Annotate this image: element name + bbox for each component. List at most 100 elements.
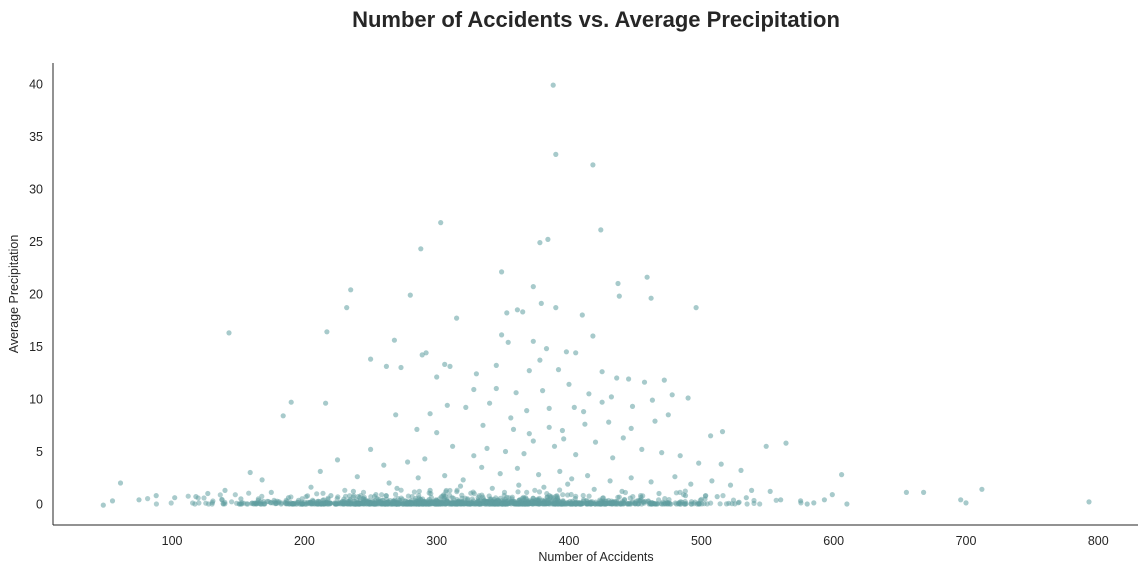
- y-tick-label: 35: [29, 130, 43, 144]
- scatter-point: [260, 498, 267, 505]
- scatter-point: [839, 472, 845, 478]
- scatter-point: [677, 453, 683, 459]
- scatter-point: [520, 309, 526, 315]
- scatter-point: [573, 501, 579, 507]
- scatter-point: [259, 477, 265, 483]
- scatter-point: [358, 493, 364, 499]
- scatter-point: [220, 500, 226, 507]
- scatter-point: [473, 371, 479, 377]
- scatter-point: [515, 489, 521, 495]
- scatter-point: [530, 438, 536, 444]
- scatter-point: [718, 461, 724, 467]
- scatter-point: [566, 381, 572, 387]
- scatter-point: [798, 500, 804, 506]
- scatter-point: [251, 501, 257, 507]
- scatter-point: [662, 496, 668, 502]
- scatter-point: [386, 480, 392, 486]
- scatter-point: [804, 501, 810, 507]
- scatter-point: [278, 501, 284, 507]
- scatter-point: [697, 497, 703, 503]
- scatter-point: [592, 439, 599, 445]
- scatter-point: [673, 490, 680, 496]
- scatter-point: [508, 415, 514, 421]
- scatter-point: [773, 497, 779, 503]
- scatter-point: [641, 379, 648, 385]
- points-layer: [100, 82, 1092, 508]
- scatter-point: [682, 488, 688, 494]
- scatter-point: [393, 412, 399, 418]
- scatter-point: [565, 492, 571, 498]
- scatter-point: [359, 500, 365, 506]
- scatter-point: [649, 397, 656, 403]
- scatter-point: [502, 448, 509, 455]
- x-tick-label: 500: [691, 534, 712, 548]
- scatter-point: [454, 487, 460, 493]
- scatter-point: [421, 499, 427, 505]
- scatter-point: [557, 468, 563, 474]
- scatter-point: [550, 82, 556, 88]
- scatter-point: [538, 300, 544, 306]
- scatter-point: [463, 404, 469, 410]
- scatter-point: [555, 367, 562, 373]
- scatter-point: [136, 497, 142, 503]
- scatter-point: [717, 501, 723, 507]
- scatter-point: [652, 501, 658, 507]
- scatter-point: [288, 399, 294, 405]
- scatter-point: [561, 436, 567, 442]
- scatter-point: [459, 500, 465, 506]
- scatter-point: [586, 493, 592, 499]
- scatter-point: [196, 500, 202, 506]
- scatter-point: [394, 485, 400, 491]
- scatter-point: [245, 501, 251, 507]
- scatter-point: [368, 494, 374, 500]
- scatter-point: [310, 498, 316, 504]
- scatter-point: [334, 457, 341, 463]
- scatter-point: [559, 427, 566, 434]
- scatter-point: [201, 495, 207, 501]
- scatter-point: [551, 443, 558, 449]
- scatter-point: [494, 500, 500, 506]
- scatter-point: [470, 498, 476, 504]
- scatter-point: [405, 459, 411, 465]
- scatter-point: [704, 501, 710, 507]
- scatter-point: [537, 357, 543, 363]
- scatter-point: [321, 497, 327, 503]
- scatter-point: [264, 498, 270, 504]
- scatter-point: [398, 364, 404, 371]
- scatter-point: [305, 499, 311, 505]
- scatter-point: [829, 492, 835, 498]
- scatter-point: [556, 501, 562, 507]
- scatter-point: [614, 375, 620, 381]
- scatter-point: [616, 293, 622, 299]
- scatter-point: [303, 494, 309, 500]
- scatter-point: [581, 409, 587, 415]
- x-tick-label: 400: [559, 534, 580, 548]
- scatter-point: [522, 501, 528, 507]
- scatter-point: [379, 492, 385, 498]
- scatter-point: [526, 431, 532, 437]
- scatter-point: [409, 494, 415, 500]
- scatter-point: [590, 333, 596, 339]
- scatter-point: [284, 501, 290, 507]
- scatter-point: [565, 481, 571, 487]
- scatter-point: [376, 500, 383, 506]
- scatter-point: [738, 467, 744, 473]
- scatter-point: [443, 487, 449, 494]
- scatter-point: [350, 494, 356, 500]
- y-tick-label: 15: [29, 340, 43, 354]
- scatter-point: [320, 490, 326, 496]
- scatter-point: [403, 498, 409, 504]
- scatter-point: [350, 488, 356, 494]
- x-tick-label: 800: [1088, 534, 1109, 548]
- scatter-point: [419, 352, 425, 358]
- scatter-point: [606, 419, 612, 425]
- scatter-point: [172, 495, 178, 501]
- scatter-point: [665, 412, 671, 418]
- scatter-point: [628, 475, 634, 481]
- y-tick-label: 25: [29, 235, 43, 249]
- scatter-point: [444, 500, 450, 506]
- x-tick-label: 300: [426, 534, 447, 548]
- scatter-point: [620, 435, 626, 441]
- scatter-point: [588, 501, 594, 507]
- scatter-point: [391, 501, 397, 507]
